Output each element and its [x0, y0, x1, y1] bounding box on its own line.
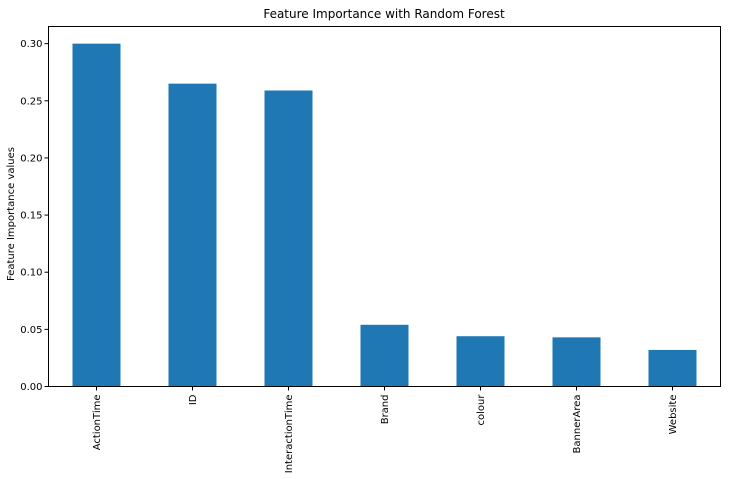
y-tick-label: 0.25: [20, 96, 42, 107]
bar-actiontime: [72, 43, 121, 387]
x-axis: ActionTime ID InteractionTime Brand colour Ba…: [92, 386, 679, 474]
x-tick-label: BannerArea: [572, 395, 583, 454]
plot-frame: [48, 26, 721, 387]
bar-website: [648, 349, 697, 387]
bar-brand: [360, 324, 409, 387]
y-tick-label: 0.30: [20, 39, 42, 50]
y-tick-label: 0.15: [20, 211, 42, 222]
bar-interactiontime: [264, 90, 313, 387]
bars: [72, 43, 697, 387]
bar-id: [168, 83, 217, 387]
y-tick-label: 0.05: [20, 325, 42, 336]
x-tick-label: ActionTime: [92, 395, 103, 451]
y-tick-label: 0.00: [20, 382, 42, 393]
bar-bannerarea: [552, 337, 601, 387]
y-tick-label: 0.20: [20, 153, 42, 164]
x-tick-label: Brand: [380, 395, 391, 425]
y-axis: 0.00 0.05 0.10 0.15 0.20 0.25 0.30: [20, 39, 49, 393]
bar-colour: [456, 336, 505, 387]
y-tick-label: 0.10: [20, 268, 42, 279]
x-tick-label: colour: [476, 394, 487, 426]
x-tick-label: ID: [188, 394, 199, 405]
y-axis-label: Feature Importance values: [6, 147, 17, 281]
chart-title: Feature Importance with Random Forest: [263, 7, 505, 21]
x-tick-label: InteractionTime: [284, 395, 295, 474]
x-tick-label: Website: [668, 395, 679, 435]
